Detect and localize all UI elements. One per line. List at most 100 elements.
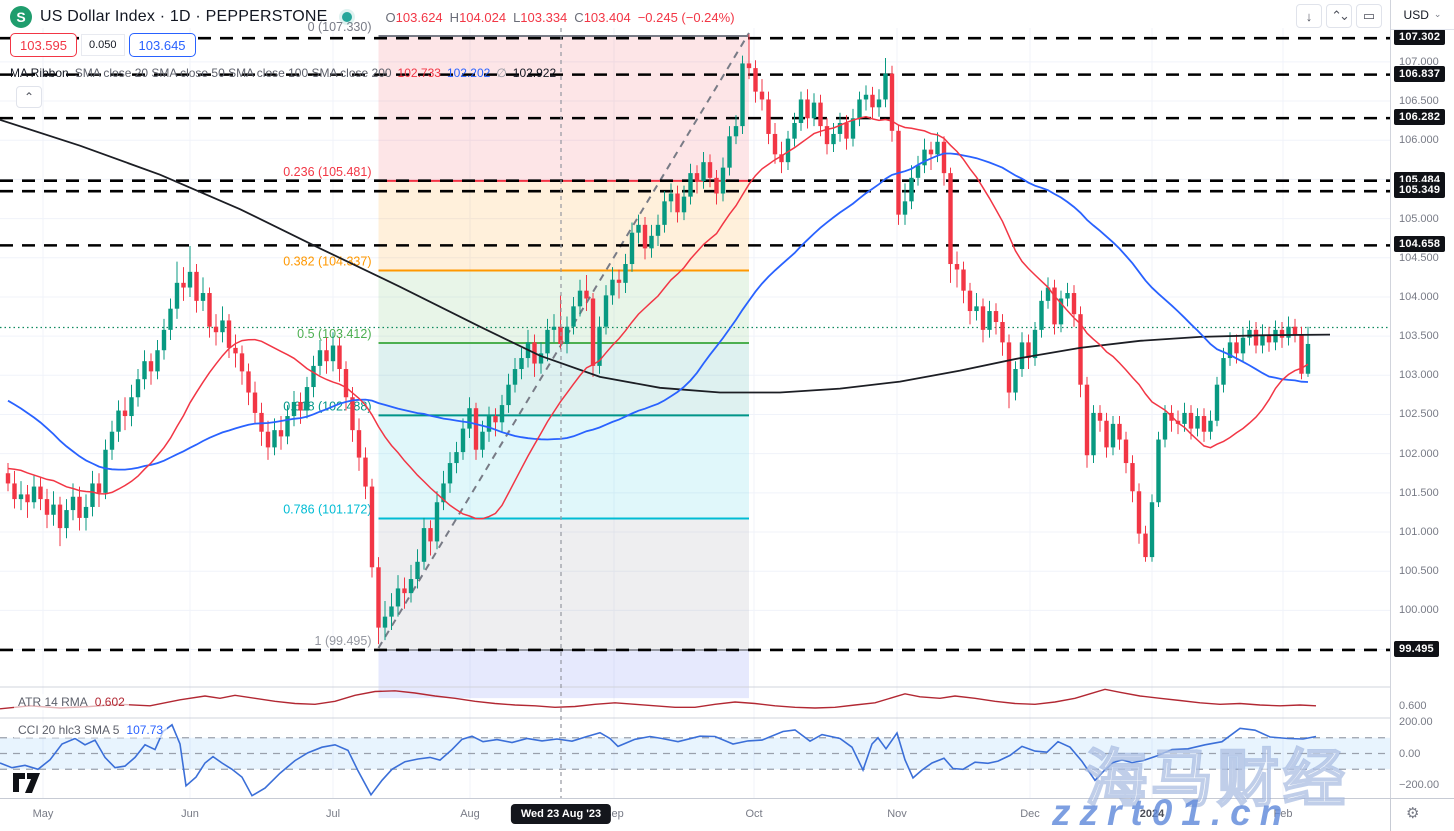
price-level-badge[interactable]: 106.282 <box>1394 109 1446 126</box>
candle-body <box>850 118 856 139</box>
fib-trendline[interactable] <box>377 32 750 649</box>
candle-body <box>330 345 336 362</box>
buy-button[interactable]: 103.645 <box>128 33 196 57</box>
fib-zone-extension <box>378 649 749 699</box>
candle-body <box>278 430 284 437</box>
time-axis[interactable]: May Jun Jul Aug Sep Oct Nov Dec 2024 Feb Wed 23 Au… <box>0 798 1454 831</box>
symbol-name[interactable]: US Dollar Index <box>40 8 156 25</box>
candle-body <box>467 408 472 429</box>
candle-body <box>980 306 986 330</box>
candle-body <box>304 387 310 411</box>
candle-body <box>506 384 511 406</box>
ma-ribbon-title[interactable]: MA Ribbon <box>10 66 69 80</box>
atr-title[interactable]: ATR 14 RMA <box>18 695 88 709</box>
cci-line[interactable] <box>0 723 1317 797</box>
atr-tick-label: 0.600 <box>1399 699 1427 712</box>
candle-body <box>1110 423 1116 448</box>
candle-body <box>265 431 271 448</box>
fib-level-label: 0.5 (103.412) <box>297 327 371 341</box>
candle-body <box>798 99 804 123</box>
separator-dot: · <box>159 8 166 25</box>
candle-body <box>610 279 615 296</box>
candle-body <box>480 431 485 450</box>
candle-body <box>207 293 212 327</box>
price-axis[interactable]: 107.000 106.500 106.000 105.000 104.500 104.0… <box>1390 0 1454 798</box>
candle-body <box>948 173 953 265</box>
fib-level-label: 1 (99.495) <box>315 634 372 648</box>
symbol-title[interactable]: US Dollar Index · 1D · PEPPERSTONE <box>40 8 328 26</box>
fib-level-label: 0.382 (104.337) <box>283 255 371 269</box>
candle-body <box>90 483 95 507</box>
cci-value: 107.73 <box>126 723 164 737</box>
atr-line[interactable] <box>0 688 1317 710</box>
collapse-pane-icon[interactable]: ⌃⌄ <box>1326 4 1352 28</box>
ma-ribbon-params: SMA close 20 SMA close 50 SMA close 100 … <box>74 66 392 80</box>
fib-level-label: 0.618 (102.488) <box>283 399 371 413</box>
price-tick-label: 106.000 <box>1399 134 1439 147</box>
candle-body <box>382 616 388 628</box>
axis-settings-gear-icon[interactable]: ⚙ <box>1406 805 1420 822</box>
candle-body <box>1292 326 1298 335</box>
price-level-badge[interactable]: 107.302 <box>1394 29 1446 46</box>
fib-zone <box>378 180 749 271</box>
candle-body <box>1305 343 1311 374</box>
candle-body <box>493 416 498 423</box>
sma20-line[interactable] <box>7 115 1309 520</box>
candle-body <box>434 502 440 542</box>
candle-body <box>233 347 238 354</box>
tradingview-logo-icon[interactable] <box>12 772 42 794</box>
watermark-url: zzrt01.cn <box>1052 792 1292 831</box>
candle-body <box>753 68 758 92</box>
candle-body <box>1130 463 1135 492</box>
cci-title[interactable]: CCI 20 hlc3 SMA 5 <box>18 723 120 737</box>
symbol-logo-icon[interactable]: S <box>10 6 32 28</box>
low-value: 103.334 <box>520 9 568 25</box>
candle-body <box>1234 342 1239 354</box>
price-level-badge[interactable]: 106.837 <box>1394 65 1446 82</box>
fib-zone <box>378 415 749 519</box>
candle-body <box>837 122 843 134</box>
axis-corner-separator <box>1390 798 1391 831</box>
time-tick-label: May <box>32 808 54 820</box>
candle-body <box>954 264 960 270</box>
currency-dropdown[interactable]: USD ⌄ <box>1391 0 1454 30</box>
ma-ribbon-legend[interactable]: MA Ribbon SMA close 20 SMA close 50 SMA … <box>10 66 556 80</box>
candle-body <box>629 232 635 265</box>
exchange-label[interactable]: PEPPERSTONE <box>205 8 328 25</box>
fib-zone <box>378 36 749 181</box>
symbol-header: S US Dollar Index · 1D · PEPPERSTONE O10… <box>10 4 735 30</box>
price-level-badge[interactable]: 105.349 <box>1394 182 1446 199</box>
candle-body <box>18 494 24 500</box>
candle-body <box>1247 329 1252 338</box>
candle-body <box>161 329 167 351</box>
price-tick-label: 106.500 <box>1399 95 1439 108</box>
candle-body <box>499 405 505 423</box>
candle-body <box>1162 412 1168 440</box>
maximize-pane-icon[interactable]: ▭ <box>1356 4 1382 28</box>
open-value: 103.624 <box>395 9 443 25</box>
scroll-to-recent-icon[interactable]: ↓ <box>1296 4 1322 28</box>
cci-tick-label: −200.00 <box>1399 779 1440 791</box>
collapse-legend-button[interactable]: ⌃ <box>16 86 42 108</box>
price-tick-label: 102.500 <box>1399 408 1439 421</box>
sma50-line[interactable] <box>7 152 1309 471</box>
price-level-badge[interactable]: 99.495 <box>1394 640 1439 657</box>
candle-body <box>168 308 173 330</box>
candle-body <box>681 196 687 213</box>
sma50-value: 102.202 <box>446 66 491 80</box>
candle-body <box>688 173 693 197</box>
candle-body <box>675 193 680 213</box>
candle-body <box>194 271 199 301</box>
candle-body <box>597 326 602 366</box>
interval-label[interactable]: 1D <box>169 8 191 25</box>
cci-legend[interactable]: CCI 20 hlc3 SMA 5 107.73 <box>14 722 168 738</box>
candle-body <box>1078 314 1083 385</box>
price-level-badge[interactable]: 104.658 <box>1394 236 1446 253</box>
spread-value: 0.050 <box>82 35 124 55</box>
candle-body <box>545 329 550 354</box>
atr-legend[interactable]: ATR 14 RMA 0.602 <box>14 694 129 710</box>
sell-button[interactable]: 103.595 <box>10 33 77 57</box>
market-status-icon[interactable] <box>341 12 352 22</box>
sma200-line[interactable] <box>0 118 1331 394</box>
